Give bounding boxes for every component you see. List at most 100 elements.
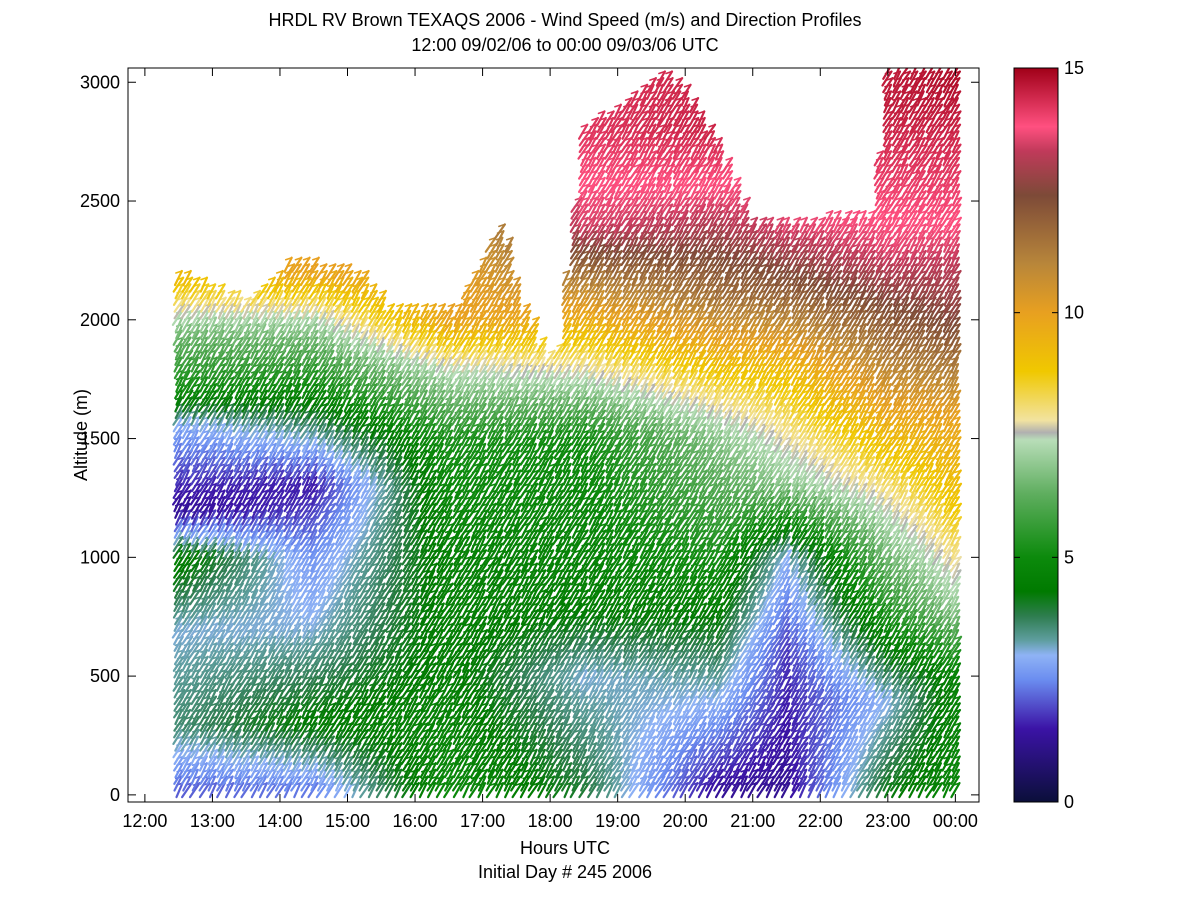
wind-barb [181,688,192,706]
wind-barb-flag [202,449,210,454]
wind-barb [206,562,217,579]
wind-barb [181,781,193,799]
wind-barb [199,582,209,599]
wind-barb [172,728,184,746]
wind-barb [181,648,192,666]
wind-barb [181,542,192,559]
wind-barb [191,708,201,726]
wind-barb [181,702,192,719]
wind-barb [181,762,193,779]
wind-barb [189,715,201,732]
wind-barb [190,529,200,546]
wind-barb [206,628,218,646]
wind-barb [199,762,208,779]
wind-barb [190,476,203,493]
wind-barb [191,509,201,526]
wind-barb [182,509,192,526]
wind-barb [198,482,210,499]
wind-barb [172,575,184,593]
wind-barb [173,303,186,320]
wind-barb [198,429,211,446]
wind-barb [181,296,193,313]
wind-barb [207,675,217,692]
wind-profile [197,276,212,799]
wind-barb [189,522,201,539]
wind-barb [197,515,210,533]
wind-profile [222,289,237,799]
wind-barb [172,742,184,759]
wind-barb [175,369,185,386]
wind-barb [174,349,184,366]
wind-barb [200,602,209,619]
wind-barb [183,522,192,539]
wind-barb [189,728,200,746]
wind-barb [207,708,218,726]
wind-barb [188,396,201,413]
wind-barb-flag [200,276,208,281]
wind-barb [190,748,200,766]
wind-barb-flag [192,276,201,281]
wind-barb [190,496,202,513]
wind-barb [174,735,184,752]
wind-barb [190,409,199,426]
wind-barb [199,742,211,759]
wind-barb [173,462,186,479]
wind-barb [181,449,193,466]
wind-barb [189,283,201,300]
wind-barb [173,648,185,666]
wind-barb [206,715,219,732]
wind-barb [199,768,211,785]
wind-barb [189,648,201,666]
wind-barb [173,662,184,679]
wind-barb [181,276,194,293]
wind-barb [172,602,184,619]
wind-barb [198,343,210,360]
wind-barb [199,316,210,333]
wind-barb [173,356,183,373]
wind-barb [198,422,209,440]
wind-barb [181,748,194,766]
wind-barb [199,555,211,573]
wind-barb [173,436,182,453]
wind-barb [198,402,211,420]
wind-barb [173,496,183,513]
wind-barb [174,316,184,333]
wind-barb [180,336,192,353]
wind-barb-flag [184,270,192,274]
wind-barb-flag [194,742,202,747]
wind-barb [206,549,217,566]
wind-barb [173,715,186,732]
wind-barb [191,775,202,792]
wind-profile [239,296,254,799]
wind-barb [173,635,184,652]
wind-barb [190,429,199,446]
wind-barb [173,269,183,287]
wind-barb [181,628,193,646]
wind-barb [173,529,184,546]
wind-barb [173,628,183,646]
wind-barb [199,642,210,659]
wind-barb [191,502,202,519]
wind-barb [174,502,183,519]
wind-barb [198,462,209,479]
wind-barb [181,376,194,393]
wind-barb [189,622,201,639]
wind-barb [199,436,211,453]
wind-barb [199,628,209,646]
wind-barb [181,323,193,340]
wind-barb [173,363,185,380]
wind-barb [175,343,184,360]
wind-barb [199,369,210,386]
wind-barb [199,688,209,706]
wind-barb [182,742,193,759]
chart-subtitle: 12:00 09/02/06 to 00:00 09/03/06 UTC [411,35,718,55]
wind-barb [172,489,185,506]
wind-barb [174,582,184,599]
wind-barb [181,462,191,479]
wind-barb [191,456,201,473]
wind-barb [188,781,201,799]
wind-barb [199,695,211,712]
wind-barb [172,655,185,672]
wind-barb [191,343,201,360]
wind-barb [207,635,217,652]
